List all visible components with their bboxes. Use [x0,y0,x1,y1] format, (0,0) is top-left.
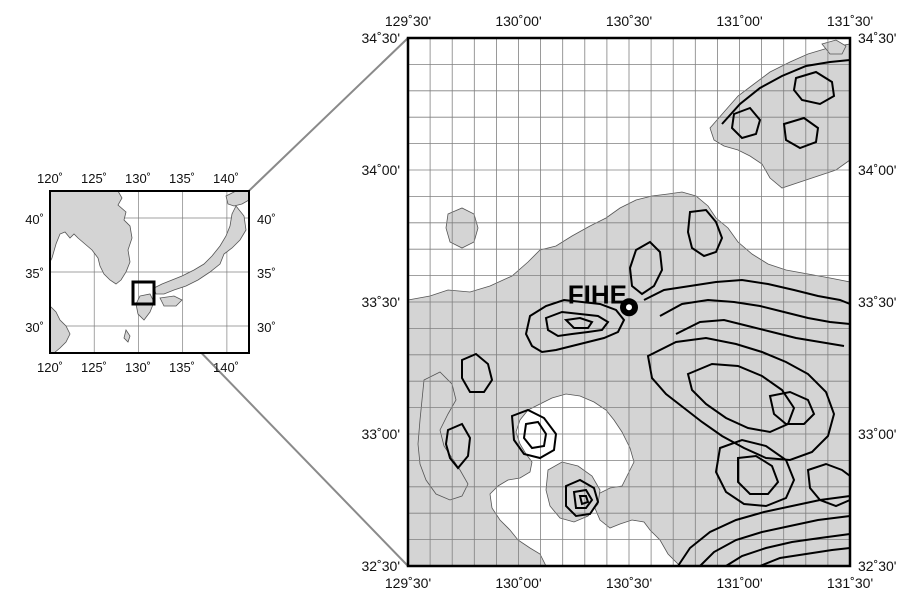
contour-kyushu-north-ridges [643,278,851,305]
contour-kuju-inner [737,454,780,495]
main-lon-tick-top: 131˚00' [716,13,762,29]
contour-south-range-1 [677,495,851,567]
main-lat-tick-left: 32˚30' [362,558,400,574]
main-lat-tick-left: 33˚00' [362,426,400,442]
main-lat-tick-left: 33˚30' [362,294,400,310]
main-lat-ticks-left: 34˚30' 34˚00' 33˚30' 33˚00' 32˚30' [362,30,400,574]
inset-lat-tick-right-1: 35˚ [257,266,276,281]
main-lat-tick-right: 34˚00' [858,162,896,178]
contour-kuju-outer [714,438,796,508]
contour-nagasaki-west-1 [444,422,472,470]
inset-map: 120˚ 125˚ 130˚ 135˚ 140˚ 120˚ 125˚ 130˚ … [25,171,276,375]
main-lon-tick-bottom: 131˚30' [827,575,873,591]
station-marker-center [626,304,632,311]
inset-lon-tick-bottom-0: 120˚ [37,360,63,375]
contour-kyushu-ridge-3 [675,318,845,347]
contour-nagasaki-west-2 [461,352,494,393]
main-lon-tick-top: 130˚30' [606,13,652,29]
elevation-contours [444,59,851,567]
inset-lat-tick-left-2: 30˚ [25,320,44,335]
contour-tara-outer [510,408,558,460]
contour-unzen-outer [565,478,600,518]
contour-south-range-3 [725,533,851,567]
main-lon-tick-bottom: 130˚00' [495,575,541,591]
main-grid [408,38,850,566]
main-map-frame [406,36,852,568]
contour-sefuri-inner [544,310,610,338]
inset-lat-tick-left-0: 40˚ [25,212,44,227]
contour-honshu-outer [721,59,851,125]
inset-lat-tick-left-1: 35˚ [25,266,44,281]
inset-land-asia-mainland [49,190,133,285]
land-iki-island [445,207,479,249]
contour-honshu-hills-3 [792,70,836,106]
inset-land-japan-kyushu [135,293,155,321]
station-label: FIHE [568,279,627,309]
main-lat-tick-left: 34˚00' [362,162,400,178]
main-map: 129˚30' 130˚00' 130˚30' 131˚00' 131˚30' 129˚… [362,13,897,591]
main-lat-tick-right: 34˚30' [858,30,896,46]
inset-lat-tick-right-0: 40˚ [257,212,276,227]
inset-highlight-box [131,280,156,306]
main-lon-ticks-bottom: 129˚30' 130˚00' 130˚30' 131˚00' 131˚30' [385,575,873,591]
contour-sefuri-peak [563,316,594,329]
contour-unzen-peak [578,495,590,506]
contour-tara-inner [522,420,548,450]
main-lon-tick-top: 131˚30' [827,13,873,29]
main-lat-tick-left: 34˚30' [362,30,400,46]
main-lat-tick-right: 33˚00' [858,426,896,442]
inset-lon-tick-top-4: 140˚ [213,171,239,186]
contour-south-range-2 [699,515,851,567]
inset-lon-tick-top-3: 135˚ [169,171,195,186]
inset-lon-tick-bottom-2: 130˚ [125,360,151,375]
inset-map-frame [49,190,250,354]
contour-kyushu-ridge-2 [659,298,851,325]
inset-lon-tick-top-2: 130˚ [125,171,151,186]
inset-land-taiwan-islands [123,329,131,343]
main-lon-tick-bottom: 129˚30' [385,575,431,591]
main-lon-ticks-top: 129˚30' 130˚00' 130˚30' 131˚00' 131˚30' [385,13,873,29]
contour-honshu-hills-1 [730,106,762,140]
contour-sefuri-outer [524,298,626,354]
main-lat-tick-right: 33˚30' [858,294,896,310]
main-lon-tick-bottom: 130˚30' [606,575,652,591]
inset-land-japan-honshu [153,205,247,295]
main-lon-tick-bottom: 131˚00' [716,575,762,591]
contour-south-range-4 [759,547,851,567]
contour-fukuoka-hills [628,240,664,296]
inset-lon-tick-top-1: 125˚ [81,171,107,186]
inset-lat-tick-right-2: 30˚ [257,320,276,335]
station-marker-group: FIHE [568,279,638,317]
main-lon-tick-top: 130˚00' [495,13,541,29]
main-lon-tick-top: 129˚30' [385,13,431,29]
inset-land-japan-shikoku [159,295,183,307]
contour-aso-outer [646,336,836,462]
contour-kitakyushu [686,208,724,258]
inset-lon-tick-bottom-1: 125˚ [81,360,107,375]
inset-lon-tick-bottom-3: 135˚ [169,360,195,375]
contour-honshu-hills-2 [782,116,820,150]
main-lat-ticks-right: 34˚30' 34˚00' 33˚30' 33˚00' 32˚30' [858,30,896,574]
contour-aso-peak [768,390,816,425]
inset-lon-tick-bottom-4: 140˚ [213,360,239,375]
contour-unzen-inner [572,488,594,509]
inset-lon-tick-top-0: 120˚ [37,171,63,186]
main-lat-tick-right: 32˚30' [858,558,896,574]
